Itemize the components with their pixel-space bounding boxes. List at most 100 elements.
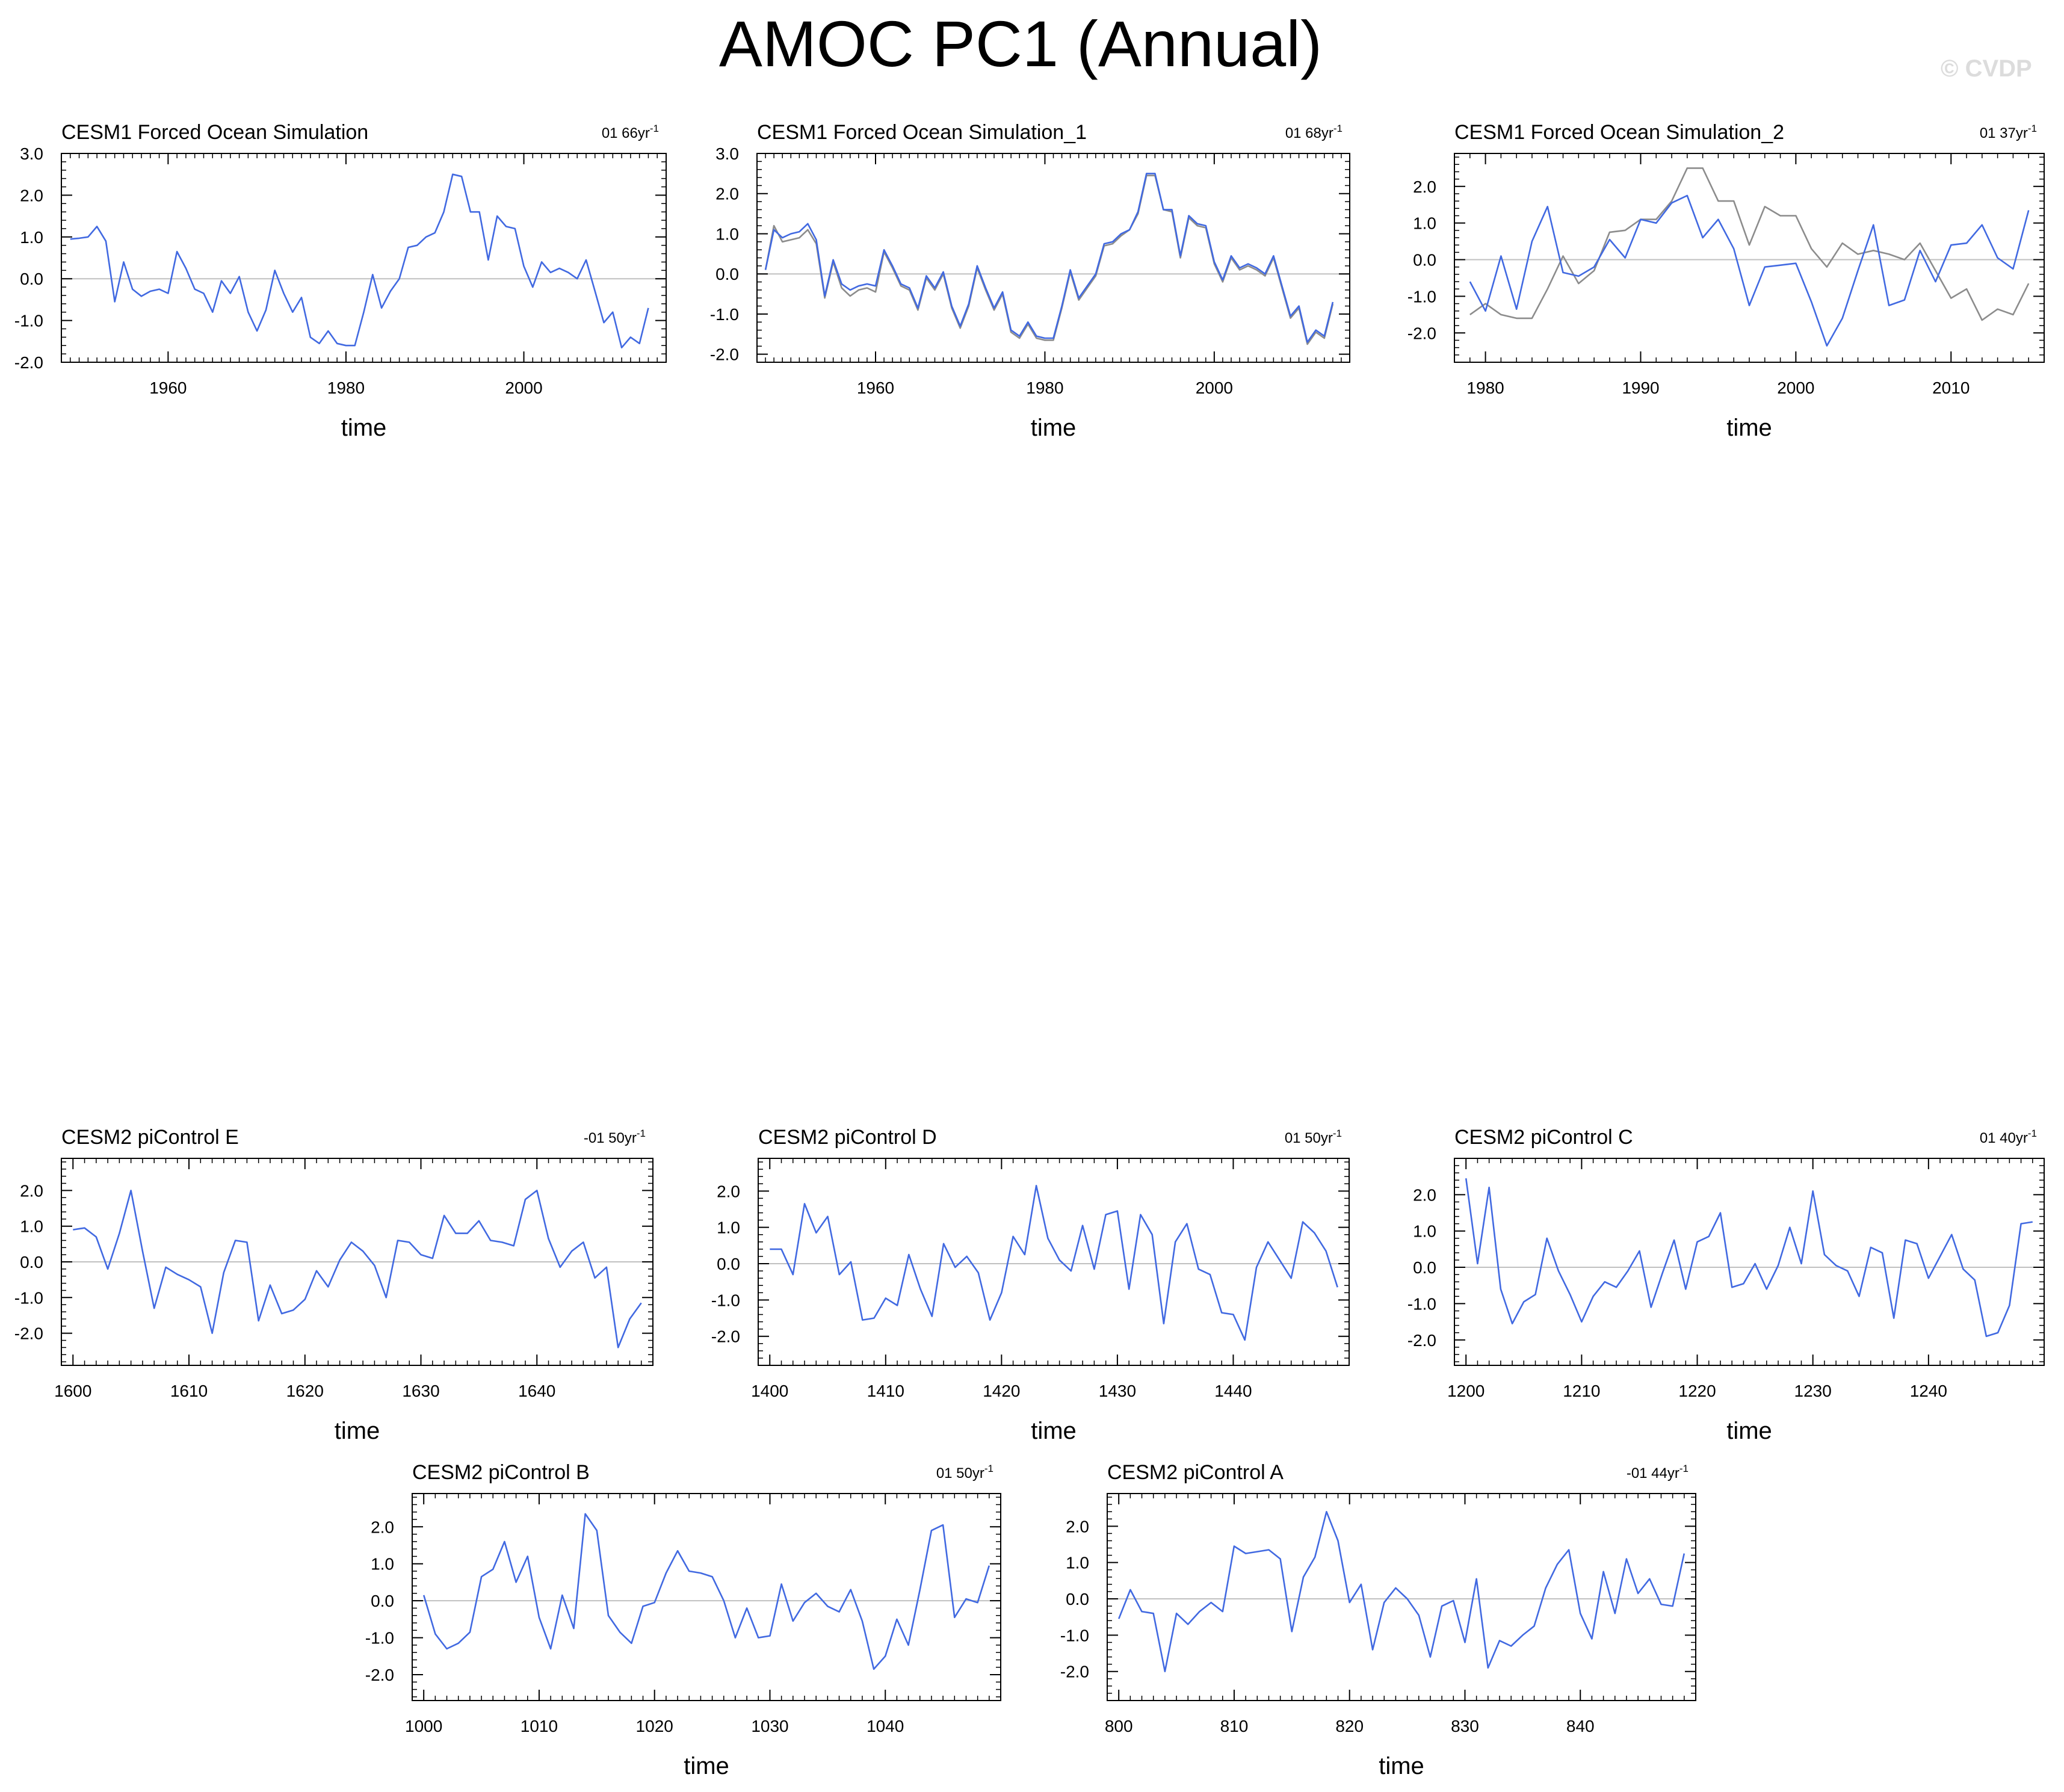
- y-tick-label: -1.0: [1407, 1294, 1436, 1313]
- y-tick-label: 0.0: [715, 265, 739, 283]
- y-tick-label: -2.0: [14, 1324, 43, 1343]
- y-tick-label: -1.0: [14, 1288, 43, 1307]
- panel-title: CESM2 piControl D: [758, 1126, 937, 1149]
- y-tick-label: 0.0: [371, 1592, 394, 1610]
- plot-frame: [758, 1158, 1350, 1366]
- x-tick-label: 1000: [405, 1717, 442, 1735]
- x-tick-label: 1600: [54, 1382, 91, 1400]
- x-tick-label: 1980: [327, 378, 365, 397]
- panel-annotation: -01 50yr-1: [584, 1128, 646, 1146]
- x-tick-label: 1960: [857, 378, 894, 397]
- watermark: © CVDP: [1941, 55, 2032, 82]
- x-tick-label: 1610: [170, 1382, 208, 1400]
- panel-annotation: 01 50yr-1: [936, 1463, 993, 1481]
- x-tick-label: 2000: [1777, 378, 1814, 397]
- panel-6: 1200 1210 1220 1230 1240 -2.0 -1.0 0.0 1.0 2.0 CES…: [1407, 1126, 2045, 1444]
- x-tick-label: 1960: [149, 378, 187, 397]
- panel-5: 1400 1410 1420 1430 1440 -2.0 -1.0 0.0 1.0 2.0 CES…: [711, 1126, 1350, 1444]
- panel-annotation: 01 50yr-1: [1285, 1128, 1342, 1146]
- panel-7: 1000 1010 1020 1030 1040 -2.0 -1.0 0.0 1.0 2.0 CES…: [365, 1461, 1001, 1779]
- x-tick-label: 1980: [1466, 378, 1504, 397]
- panel-3: 1980 1990 2000 2010 -2.0 -1.0 0.0 1.0 2.0 CESM1 F…: [1407, 121, 2045, 441]
- y-tick-label: 2.0: [371, 1518, 394, 1536]
- y-tick-label: 1.0: [717, 1219, 740, 1237]
- x-tick-label: 2010: [1932, 378, 1970, 397]
- panel-4: 1600 1610 1620 1630 1640 -2.0 -1.0 0.0 1.0 2.0 CES…: [14, 1126, 653, 1444]
- x-tick-label: 1010: [521, 1717, 558, 1735]
- x-tick-label: 810: [1220, 1717, 1249, 1735]
- panel-8: 800 810 820 830 840 -2.0 -1.0 0.0 1.0 2.0 CESM2 pi…: [1060, 1461, 1696, 1779]
- x-tick-label: 1430: [1099, 1382, 1136, 1400]
- y-tick-label: 1.0: [20, 1217, 43, 1236]
- comparison-series-line: [1469, 167, 2030, 321]
- x-tick-label: 1220: [1678, 1382, 1716, 1400]
- y-tick-label: 2.0: [717, 1182, 740, 1200]
- x-tick-label: 1620: [286, 1382, 324, 1400]
- x-tick-label: 1630: [402, 1382, 439, 1400]
- y-tick-label: -2.0: [1060, 1663, 1089, 1681]
- y-tick-label: -1.0: [365, 1629, 394, 1648]
- y-tick-label: -2.0: [711, 1327, 740, 1346]
- x-axis-label: time: [335, 1418, 380, 1444]
- y-tick-label: 2.0: [20, 1181, 43, 1200]
- y-tick-label: -1.0: [1407, 287, 1436, 306]
- panel-1: 1960 1980 2000 -2.0 -1.0 0.0 1.0 2.0 3.0 CESM1 Fo…: [14, 121, 667, 441]
- pc-series-line: [422, 1513, 990, 1670]
- panel-annotation: -01 44yr-1: [1627, 1463, 1689, 1481]
- pc-series-line: [764, 173, 1334, 343]
- x-axis-label: time: [1379, 1753, 1424, 1779]
- panel-title: CESM1 Forced Ocean Simulation_2: [1454, 121, 1784, 144]
- panel-title: CESM2 piControl C: [1454, 1126, 1633, 1149]
- panel-annotation: 01 37yr-1: [1980, 123, 2037, 141]
- y-tick-label: 2.0: [1413, 178, 1436, 196]
- y-tick-label: 1.0: [715, 224, 739, 243]
- pc-series-line: [770, 1185, 1338, 1341]
- y-tick-label: 2.0: [20, 186, 43, 205]
- y-tick-label: -2.0: [365, 1666, 394, 1684]
- x-axis-label: time: [1726, 1418, 1772, 1444]
- plot-frame: [412, 1493, 1001, 1701]
- pc-series-line: [1117, 1510, 1685, 1672]
- y-tick-label: 3.0: [20, 144, 43, 163]
- panel-annotation: 01 68yr-1: [1285, 123, 1343, 141]
- y-tick-label: -2.0: [1407, 1331, 1436, 1350]
- x-tick-label: 2000: [505, 378, 542, 397]
- pc-series-line: [70, 173, 649, 349]
- plot-frame: [1454, 153, 2045, 363]
- x-tick-label: 1230: [1794, 1382, 1832, 1400]
- y-tick-label: -2.0: [710, 345, 739, 364]
- panel-annotation: 01 40yr-1: [1980, 1128, 2037, 1146]
- y-tick-label: -1.0: [1060, 1626, 1089, 1645]
- x-axis-label: time: [1031, 1418, 1077, 1444]
- y-tick-label: -2.0: [14, 353, 43, 372]
- panel-title: CESM1 Forced Ocean Simulation_1: [757, 121, 1087, 144]
- y-tick-label: 2.0: [1066, 1517, 1089, 1536]
- comparison-series-line: [764, 175, 1334, 345]
- x-tick-label: 1440: [1214, 1382, 1252, 1400]
- page-title: AMOC PC1 (Annual): [718, 7, 1323, 80]
- panel-title: CESM2 piControl E: [61, 1126, 239, 1149]
- x-tick-label: 1020: [636, 1717, 673, 1735]
- pc-series-line: [73, 1190, 642, 1349]
- x-tick-label: 1990: [1622, 378, 1659, 397]
- x-tick-label: 840: [1566, 1717, 1595, 1735]
- y-tick-label: 1.0: [1413, 1222, 1436, 1241]
- panel-annotation: 01 66yr-1: [602, 123, 659, 141]
- x-tick-label: 1240: [1910, 1382, 1947, 1400]
- y-tick-label: -1.0: [710, 305, 739, 324]
- y-tick-label: 1.0: [1066, 1554, 1089, 1572]
- y-tick-label: 0.0: [20, 1253, 43, 1271]
- plot-frame: [61, 153, 667, 363]
- x-tick-label: 2000: [1196, 378, 1233, 397]
- y-tick-label: 3.0: [715, 144, 739, 163]
- x-axis-label: time: [1031, 415, 1077, 441]
- y-tick-label: 2.0: [715, 185, 739, 203]
- x-tick-label: 1030: [751, 1717, 788, 1735]
- plot-frame: [756, 153, 1350, 363]
- x-tick-label: 1410: [867, 1382, 904, 1400]
- pc-series-line: [1469, 194, 2030, 347]
- y-tick-label: 1.0: [20, 228, 43, 247]
- x-tick-label: 1210: [1563, 1382, 1600, 1400]
- y-tick-label: 0.0: [1413, 1258, 1436, 1277]
